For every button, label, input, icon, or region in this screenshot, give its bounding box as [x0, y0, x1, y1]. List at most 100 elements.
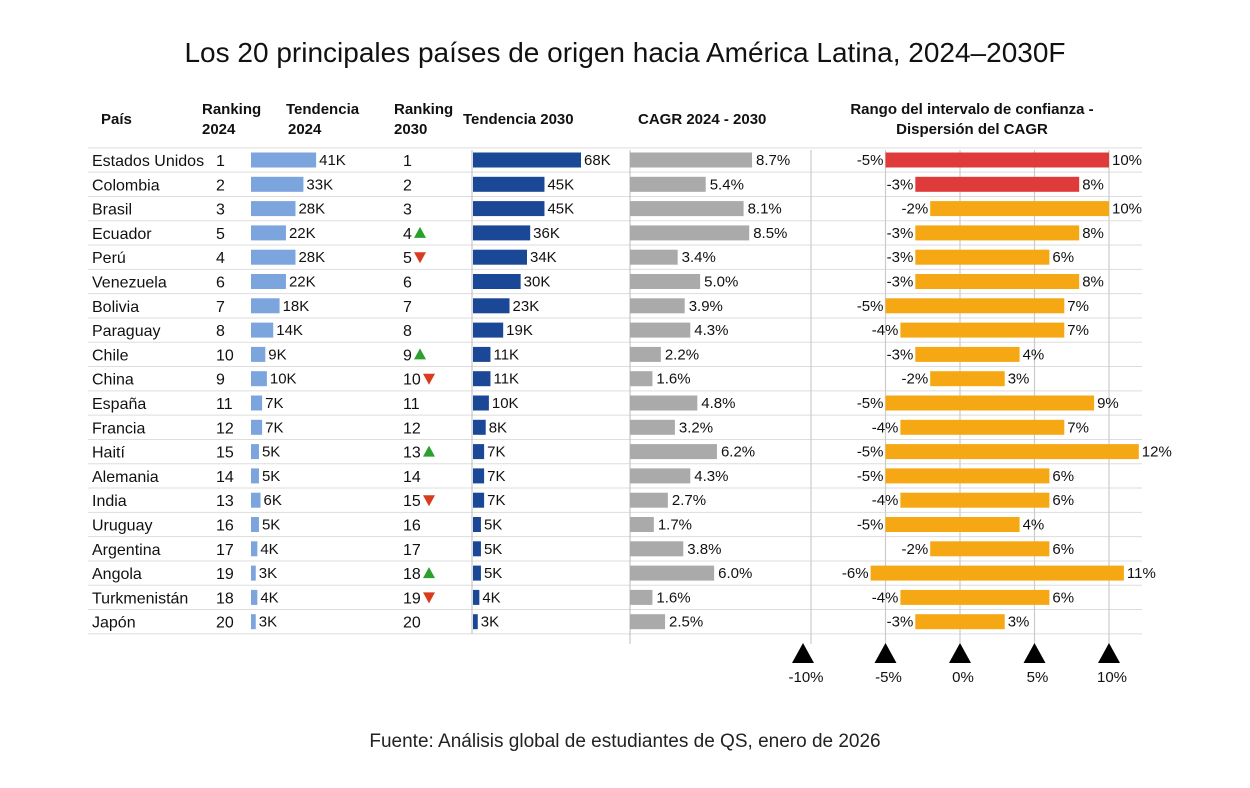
header-rank2030-line2: 2030 [394, 121, 427, 138]
trend2030-bar [473, 249, 527, 265]
country-label: España [92, 396, 146, 413]
table-row: China 9 10K 10 11K 1.6% -2% 3% [92, 371, 1029, 389]
ci-high-label: 3% [1008, 614, 1030, 631]
trend2024-label: 10K [270, 371, 297, 388]
header-ci-line2: Dispersión del CAGR [896, 121, 1048, 138]
country-label: Uruguay [92, 518, 152, 535]
ci-low-label: -4% [872, 492, 899, 509]
ci-low-label: -5% [857, 152, 884, 169]
trend2024-label: 33K [306, 176, 333, 193]
ci-range-bar [885, 298, 1065, 314]
ci-high-label: 8% [1082, 225, 1104, 242]
trend2024-label: 41K [319, 152, 346, 169]
axis-marker-icon [874, 643, 897, 663]
ci-range-bar [885, 517, 1020, 532]
ci-high-label: 8% [1082, 274, 1104, 291]
trend2024-label: 3K [259, 614, 277, 631]
rank-down-arrow-icon [423, 495, 435, 507]
cagr-bar [630, 152, 752, 168]
rank2024-value: 17 [216, 542, 234, 559]
cagr-label: 3.2% [679, 419, 713, 436]
cagr-bar [630, 201, 744, 217]
header-ci-line1: Rango del intervalo de confianza - [850, 101, 1093, 118]
ci-range-bar [885, 152, 1109, 168]
cagr-label: 2.7% [672, 492, 706, 509]
ci-range-bar [915, 614, 1005, 630]
trend2030-label: 23K [513, 298, 540, 315]
country-label: Bolivia [92, 299, 139, 316]
ci-range-bar [885, 444, 1139, 460]
ci-high-label: 8% [1082, 176, 1104, 193]
country-label: Perú [92, 250, 126, 267]
trend2024-bar [251, 201, 296, 217]
rank2030-value: 6 [403, 275, 412, 292]
rank2024-value: 6 [216, 275, 225, 292]
ci-range-bar [930, 541, 1050, 557]
rank2030-value: 2 [403, 177, 412, 194]
rank2024-value: 8 [216, 323, 225, 340]
rank2030-value: 15 [403, 493, 421, 510]
cagr-bar [630, 322, 691, 338]
rank2030-value: 17 [403, 542, 421, 559]
cagr-bar [630, 492, 668, 508]
ci-low-label: -4% [872, 322, 899, 339]
cagr-bar [630, 346, 661, 362]
rank2030-value: 5 [403, 250, 412, 267]
trend2030-label: 30K [524, 274, 551, 291]
ci-low-label: -5% [857, 468, 884, 485]
cagr-label: 2.5% [669, 614, 703, 631]
rank2024-value: 14 [216, 469, 234, 486]
rank2030-value: 16 [403, 518, 421, 535]
ci-range-bar [915, 176, 1080, 192]
trend2024-label: 5K [262, 444, 280, 461]
trend2024-bar [251, 298, 280, 314]
trend2030-label: 7K [487, 468, 505, 485]
country-label: Colombia [92, 177, 160, 194]
header-cagr: CAGR 2024 - 2030 [638, 111, 766, 128]
rank-down-arrow-icon [423, 373, 435, 385]
table-row: Japón 20 3K 20 3K 2.5% -3% 3% [92, 614, 1029, 632]
rank2030-value: 3 [403, 202, 412, 219]
cagr-bar [630, 298, 685, 314]
axis-tick-label: 0% [952, 669, 974, 686]
ci-high-label: 10% [1112, 152, 1142, 169]
ci-low-label: -3% [887, 614, 914, 631]
trend2024-bar [251, 225, 286, 241]
country-label: Haití [92, 445, 125, 462]
ci-high-label: 4% [1023, 346, 1045, 363]
cagr-bar [630, 614, 666, 630]
ci-range-bar [885, 395, 1095, 411]
trend2030-bar [473, 371, 491, 387]
rank2030-value: 4 [403, 226, 412, 243]
cagr-label: 2.2% [665, 346, 699, 363]
header-rank2024-line1: Ranking [202, 101, 261, 118]
trend2024-bar [251, 614, 256, 630]
table-row: Haití 15 5K 13 7K 6.2% -5% 12% [92, 444, 1172, 462]
trend2030-label: 7K [487, 492, 505, 509]
ci-low-label: -3% [887, 176, 914, 193]
trend2024-bar [251, 274, 286, 289]
rank2030-value: 19 [403, 590, 421, 607]
trend2030-bar [473, 152, 581, 168]
header-rank2030-line1: Ranking [394, 101, 453, 118]
trend2024-label: 3K [259, 565, 277, 582]
trend2030-label: 11K [493, 346, 519, 363]
trend2024-label: 22K [289, 225, 316, 242]
country-label: Turkmenistán [92, 590, 188, 607]
trend2030-bar [473, 492, 485, 508]
axis-tick-label: -10% [788, 669, 823, 686]
cagr-label: 3.9% [689, 298, 723, 315]
table-row: Francia 12 7K 12 8K 3.2% -4% 7% [92, 419, 1089, 437]
ci-range-bar [900, 322, 1065, 338]
trend2024-bar [251, 152, 317, 168]
rank2030-value: 8 [403, 323, 412, 340]
trend2024-bar [251, 468, 259, 484]
trend2030-bar [473, 225, 531, 241]
ci-low-label: -6% [842, 565, 869, 582]
trend2030-label: 45K [547, 176, 574, 193]
axis-marker-icon [1098, 643, 1120, 663]
ci-low-label: -5% [857, 444, 884, 461]
rank-up-arrow-icon [414, 348, 426, 360]
rank2030-value: 10 [403, 372, 421, 389]
ci-range-bar [900, 419, 1065, 435]
